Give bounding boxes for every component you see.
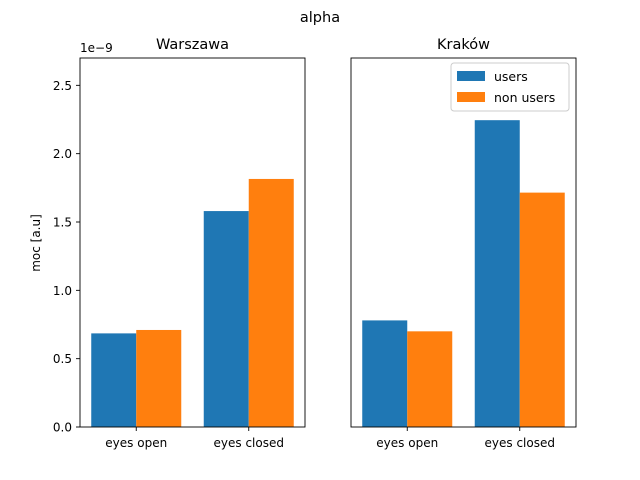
x-tick-label: eyes open <box>376 436 438 450</box>
panel-title: Warszawa <box>156 37 229 53</box>
legend-label: non users <box>494 90 555 105</box>
legend-swatch <box>457 92 485 102</box>
bar-non-users-eyes-open <box>136 329 182 427</box>
panel-0: Warszawa eyes open eyes closed 0.0 0.5 1.0 1.5… <box>53 37 306 450</box>
y-tick-label: 1.5 <box>53 216 72 230</box>
bar-non-users-eyes-closed <box>248 178 294 427</box>
y-tick-label: 0.0 <box>53 421 72 435</box>
y-tick-label: 2.5 <box>53 79 72 93</box>
bar-users-eyes-closed <box>474 120 520 428</box>
y-axis-offset-text: 1e−9 <box>80 41 113 55</box>
figure-suptitle: alpha <box>300 10 340 26</box>
bar-non-users-eyes-closed <box>519 192 565 427</box>
y-axis-label: moc [a.u] <box>29 214 43 272</box>
legend: users non users <box>450 62 570 112</box>
x-tick-label: eyes closed <box>485 436 555 450</box>
bar-non-users-eyes-open <box>407 331 453 427</box>
panel-1: Kraków eyes open eyes closed users non users <box>350 37 577 450</box>
panel-title: Kraków <box>437 37 490 53</box>
y-tick-label: 1.0 <box>53 284 72 298</box>
bar-users-eyes-closed <box>203 211 249 427</box>
axes-frame <box>79 57 306 428</box>
legend-label: users <box>494 69 528 84</box>
bar-users-eyes-open <box>362 320 408 427</box>
x-tick-label: eyes closed <box>214 436 284 450</box>
y-tick-label: 2.0 <box>53 147 72 161</box>
axes-frame <box>350 57 577 428</box>
legend-swatch <box>457 71 485 81</box>
y-tick-label: 0.5 <box>53 352 72 366</box>
x-tick-label: eyes open <box>105 436 167 450</box>
bar-users-eyes-open <box>91 333 137 427</box>
